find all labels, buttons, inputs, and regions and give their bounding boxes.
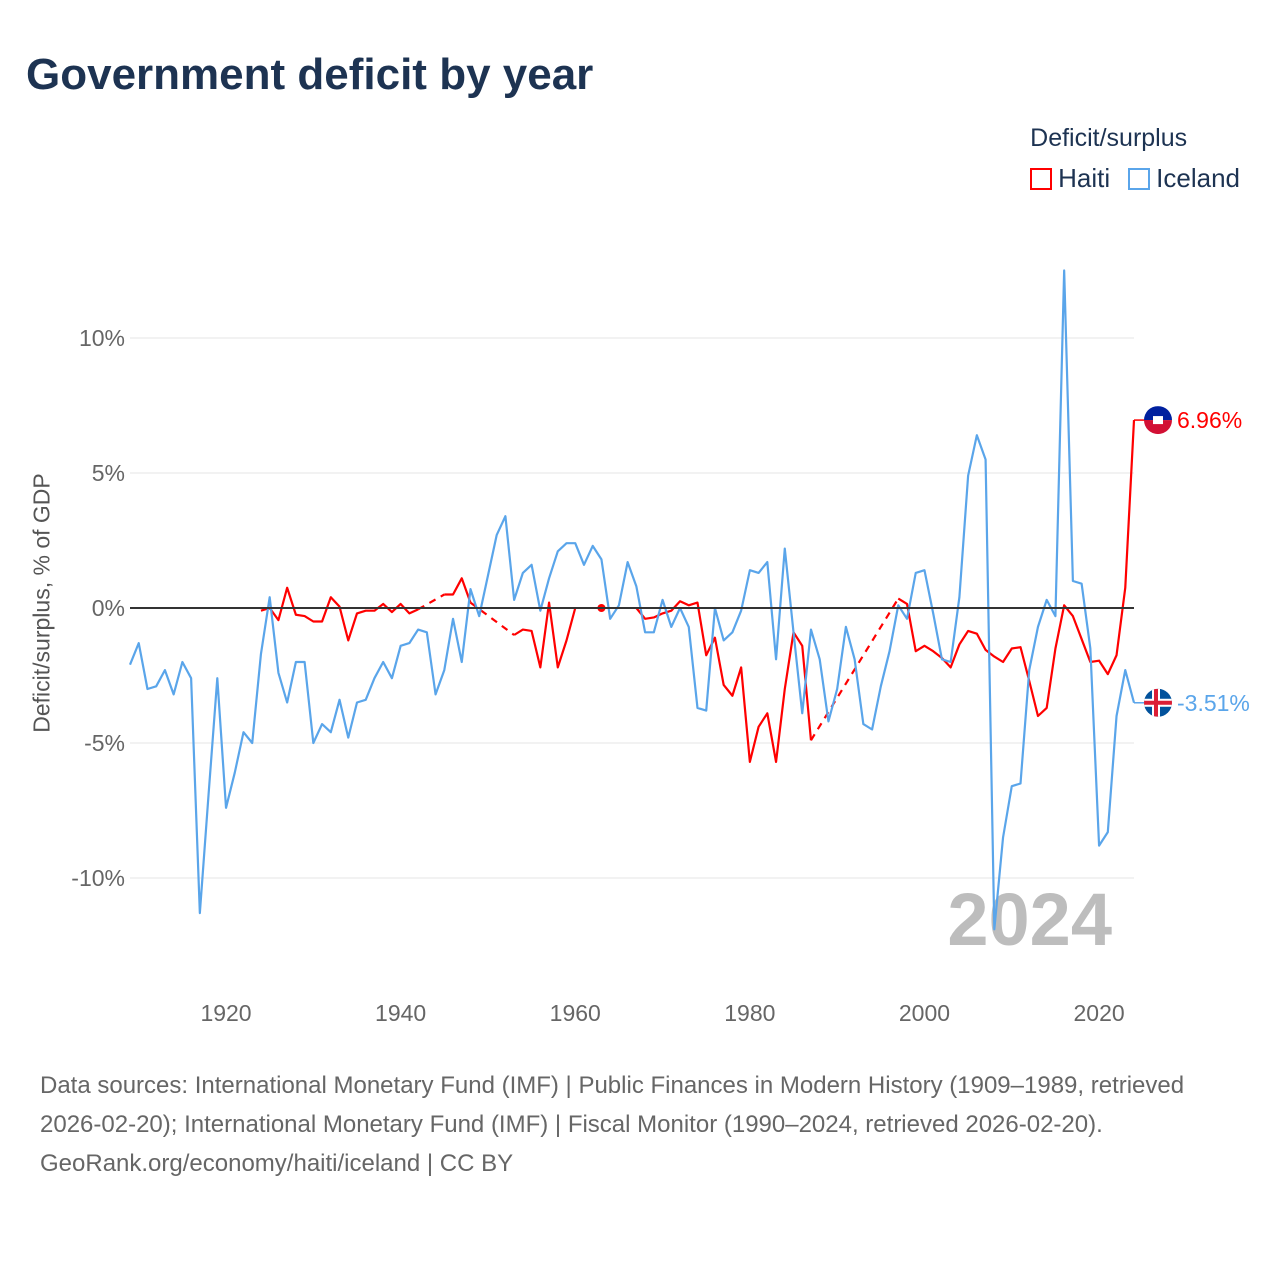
x-tick-label: 1940 — [375, 1000, 426, 1026]
legend-swatch-iceland — [1128, 167, 1151, 190]
legend-label-iceland: Iceland — [1156, 163, 1240, 193]
data-sources: Data sources: International Monetary Fun… — [40, 1072, 1185, 1138]
x-tick-label: 2020 — [1073, 1000, 1124, 1026]
end-value-label-iceland: -3.51% — [1177, 690, 1250, 716]
legend-swatch-haiti — [1030, 167, 1053, 190]
y-tick-label: 0% — [92, 595, 125, 621]
credit-link[interactable]: GeoRank.org/economy/haiti/iceland | CC B… — [40, 1150, 514, 1177]
legend-label-haiti: Haiti — [1058, 163, 1111, 193]
year-watermark: 2024 — [947, 878, 1112, 961]
haiti-flag-icon — [1144, 406, 1172, 435]
interpolated-segment-haiti — [810, 597, 900, 741]
series-line-haiti — [444, 577, 472, 603]
legend-item-haiti[interactable]: Haiti — [1030, 163, 1110, 194]
y-tick-label: 10% — [79, 325, 125, 351]
interpolated-segment-haiti — [417, 593, 445, 611]
series-line-haiti — [635, 600, 813, 764]
y-tick-label: -10% — [71, 865, 125, 891]
end-value-label-haiti: 6.96% — [1177, 407, 1242, 433]
legend-title: Deficit/surplus — [1030, 124, 1188, 152]
iceland-flag-icon — [1144, 688, 1172, 717]
x-tick-label: 2000 — [899, 1000, 950, 1026]
legend-item-iceland[interactable]: Iceland — [1128, 163, 1240, 194]
series-line-haiti — [897, 420, 1136, 718]
interpolated-segment-haiti — [469, 601, 515, 636]
y-tick-label: 5% — [92, 460, 125, 486]
x-tick-label: 1960 — [550, 1000, 601, 1026]
x-tick-label: 1920 — [200, 1000, 251, 1026]
series-line-iceland — [128, 269, 1136, 931]
series-line-haiti — [260, 586, 419, 642]
legend: Deficit/surplus Haiti Iceland — [1030, 124, 1240, 194]
footer: Data sources: International Monetary Fun… — [40, 1066, 1240, 1183]
series-line-haiti — [513, 601, 577, 669]
line-chart: 2024 10% 5% 0% -5% -10% 1920 1940 1960 1980 2000 20… — [71, 269, 1250, 1026]
x-tick-label: 1980 — [724, 1000, 775, 1026]
chart-title: Government deficit by year — [26, 50, 594, 99]
y-tick-label: -5% — [84, 730, 125, 756]
